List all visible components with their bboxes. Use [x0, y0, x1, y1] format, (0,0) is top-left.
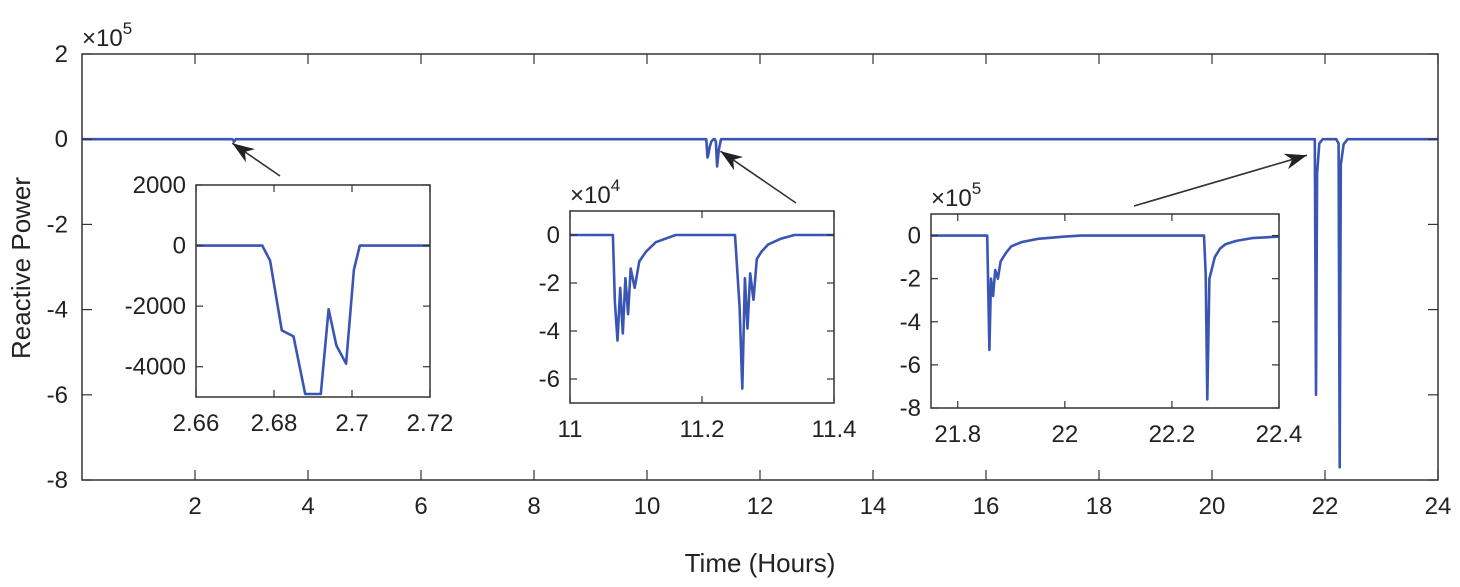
inset-1-y-tick-label: 0	[173, 233, 186, 260]
main-x-tick-label: 18	[1086, 493, 1113, 520]
main-y-tick-label: 0	[55, 126, 68, 153]
inset-3-y-tick-label: -6	[900, 352, 921, 379]
main-x-tick-label: 16	[973, 493, 1000, 520]
main-x-tick-label: 6	[414, 493, 427, 520]
inset-3-frame	[930, 213, 1280, 409]
main-x-tick-label: 22	[1312, 493, 1339, 520]
inset-3-x-tick-label: 22.4	[1256, 421, 1303, 448]
inset-1-y-tick-label: -2000	[125, 293, 186, 320]
inset-1-x-tick-label: 2.68	[251, 410, 298, 437]
annotation-arrow-head-3	[1283, 153, 1307, 170]
main-x-tick-label: 4	[301, 493, 314, 520]
inset-1-x-tick-label: 2.72	[407, 410, 454, 437]
inset-3-y-tick-label: -8	[900, 395, 921, 422]
inset-2-exponent-base: ×10	[570, 182, 611, 209]
inset-3-x-tick-label: 21.8	[934, 421, 981, 448]
main-x-tick-label: 8	[527, 493, 540, 520]
y-axis-label: Reactive Power	[6, 177, 36, 359]
annotation-arrow-head-1	[232, 143, 255, 163]
inset-2-y-tick-label: -6	[539, 366, 560, 393]
main-y-tick-label: 2	[55, 41, 68, 68]
inset-2-background	[570, 211, 834, 403]
main-x-tick-label: 20	[1199, 493, 1226, 520]
inset-1-y-tick-label: 2000	[133, 172, 186, 199]
inset-3-series-line-0	[931, 234, 1280, 401]
inset-2-y-tick-label: -2	[539, 270, 560, 297]
inset-plots: 2.66 2.68 2.7 2.72 2000 0 -2000 -4000 11 11.2 11.4…	[125, 172, 1303, 448]
main-y-tick-label: -4	[47, 297, 68, 324]
main-exponent-label: ×105	[82, 19, 132, 52]
inset-3-exponent-label: ×105	[931, 179, 981, 212]
main-series-line-0	[82, 137, 1438, 469]
inset-3-x-tick-label: 22.2	[1149, 421, 1196, 448]
annotation-arrow-line-3	[1133, 154, 1308, 207]
main-exponent-power: 5	[123, 19, 132, 38]
inset-3-y-tick-label: -2	[900, 266, 921, 293]
annotation-arrows	[231, 142, 1308, 207]
inset-1-series-line-0	[196, 244, 430, 396]
main-x-tick-label: 24	[1425, 493, 1452, 520]
inset-3-exponent-base: ×10	[931, 185, 972, 212]
inset-2-x-tick-label: 11.2	[680, 416, 725, 443]
inset-3-exponent-power: 5	[972, 179, 981, 198]
inset-1-background	[196, 185, 430, 397]
inset-plot-1: 2.66 2.68 2.7 2.72 2000 0 -2000 -4000	[125, 172, 454, 437]
inset-1-frame	[195, 184, 431, 398]
inset-2-y-tick-label: -4	[539, 318, 560, 345]
main-x-tick-label: 2	[188, 493, 201, 520]
main-y-tick-label: -8	[47, 467, 68, 494]
inset-2-exponent-label: ×104	[570, 176, 620, 209]
inset-plot-2: 11 11.2 11.4 0 -2 -4 -6 ×104	[539, 176, 857, 443]
inset-1-x-tick-label: 2.7	[335, 410, 368, 437]
main-x-tick-label: 12	[747, 493, 774, 520]
inset-2-series-line-0	[570, 233, 834, 390]
inset-plot-3: 21.8 22 22.2 22.4 0 -2 -4 -6 -8 ×105	[900, 179, 1303, 448]
main-x-tick-label: 14	[860, 493, 887, 520]
annotation-arrow-head-2	[720, 151, 744, 171]
inset-3-y-tick-label: -4	[900, 309, 921, 336]
inset-2-x-tick-label: 11.4	[812, 416, 857, 443]
main-x-tick-label: 10	[634, 493, 661, 520]
x-axis-label: Time (Hours)	[685, 548, 836, 578]
main-y-tick-label: -6	[47, 382, 68, 409]
inset-2-exponent-power: 4	[611, 176, 620, 195]
inset-3-x-tick-label: 22	[1051, 421, 1078, 448]
inset-1-x-tick-label: 2.66	[173, 410, 220, 437]
inset-2-y-tick-label: 0	[547, 222, 560, 249]
inset-3-y-tick-label: 0	[908, 223, 921, 250]
inset-1-y-tick-label: -4000	[125, 354, 186, 381]
inset-2-x-tick-label: 11	[558, 416, 583, 443]
main-exponent-base: ×10	[82, 25, 123, 52]
main-y-tick-label: -2	[47, 211, 68, 238]
